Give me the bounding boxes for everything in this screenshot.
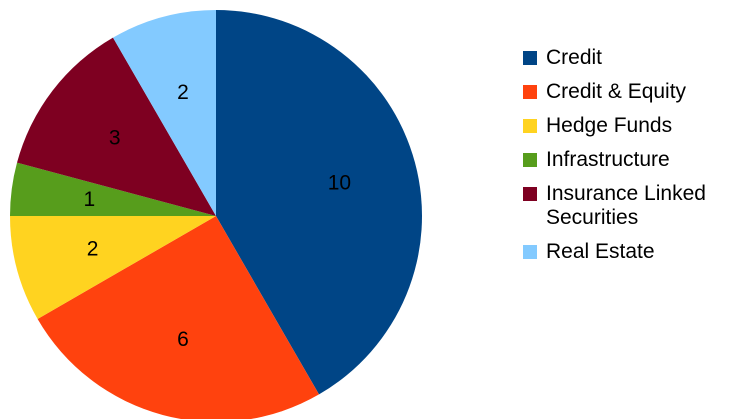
slice-value-label-real-estate: 2: [177, 81, 189, 104]
legend-item-credit: Credit: [523, 46, 746, 70]
legend-item-real-estate: Real Estate: [523, 240, 746, 264]
legend-swatch-insurance-linked-securities: [523, 187, 537, 201]
slice-value-label-credit-equity: 6: [177, 328, 189, 351]
legend-swatch-hedge-funds: [523, 119, 537, 133]
pie-slice-credit: [216, 10, 422, 395]
pie-slice-insurance-linked-securities: [17, 37, 216, 216]
legend-label-insurance-linked-securities: Insurance Linked Securities: [546, 182, 706, 229]
slice-value-label-infrastructure: 1: [84, 188, 96, 211]
pie-slice-real-estate: [113, 10, 216, 216]
legend-label-hedge-funds: Hedge Funds: [546, 114, 673, 137]
slice-value-label-hedge-funds: 2: [87, 238, 99, 261]
legend-item-insurance-linked-securities: Insurance Linked Securities: [523, 182, 746, 230]
pie-slice-infrastructure: [10, 162, 216, 216]
pie-slice-credit-equity: [37, 216, 319, 419]
legend-swatch-credit: [523, 51, 537, 65]
pie-slice-hedge-funds: [10, 216, 216, 319]
legend-label-credit-equity: Credit & Equity: [546, 80, 687, 103]
chart-legend: Credit Credit & Equity Hedge Funds Infra…: [523, 46, 746, 274]
slice-value-label-insurance-linked-securities: 3: [109, 127, 121, 150]
legend-label-infrastructure: Infrastructure: [546, 148, 670, 171]
legend-swatch-credit-equity: [523, 85, 537, 99]
legend-swatch-real-estate: [523, 245, 537, 259]
legend-item-infrastructure: Infrastructure: [523, 148, 746, 172]
slice-value-label-credit: 10: [328, 171, 351, 194]
legend-label-credit: Credit: [546, 46, 603, 69]
legend-swatch-infrastructure: [523, 153, 537, 167]
legend-item-hedge-funds: Hedge Funds: [523, 114, 746, 138]
legend-label-real-estate: Real Estate: [546, 240, 655, 263]
legend-item-credit-equity: Credit & Equity: [523, 80, 746, 104]
